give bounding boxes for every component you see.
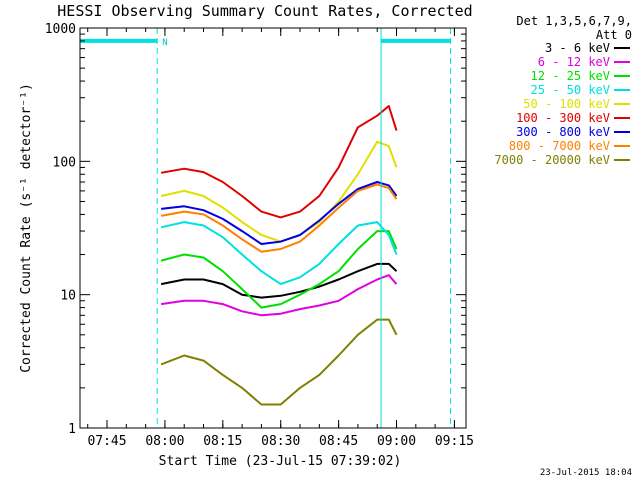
chart-title: HESSI Observing Summary Count Rates, Cor… [57, 2, 472, 20]
x-axis: 07:45 08:00 08:15 08:30 08:45 09:00 09:15 [87, 28, 474, 449]
series-line-6 [160, 105, 398, 219]
x-tick-label: 08:15 [203, 434, 242, 449]
y-tick-label: 1 [68, 422, 76, 437]
legend-label: 6 - 12 keV [538, 55, 610, 69]
series-layer [160, 105, 398, 406]
x-axis-label: Start Time (23-Jul-15 07:39:02) [159, 454, 402, 469]
legend-title-line-2: Att 0 [596, 28, 632, 42]
legend-label: 7000 - 20000 keV [494, 153, 610, 167]
series-line-8 [160, 183, 398, 253]
x-tick-label: 08:30 [261, 434, 300, 449]
series-line-3 [160, 230, 398, 309]
legend-label: 800 - 7000 keV [509, 139, 610, 153]
x-tick-label: 08:45 [319, 434, 358, 449]
footer-timestamp: 23-Jul-2015 18:04 [540, 468, 632, 478]
legend-label: 12 - 25 keV [531, 69, 610, 83]
x-tick-label: 08:00 [145, 434, 184, 449]
legend-title-line-1: Det 1,3,5,6,7,9, [516, 14, 632, 28]
series-line-9 [160, 318, 398, 406]
series-line-4 [160, 221, 398, 286]
x-tick-label: 09:15 [435, 434, 474, 449]
legend-label: 3 - 6 keV [545, 41, 610, 55]
legend-label: 25 - 50 keV [531, 83, 610, 97]
y-axis: 1 10 100 1000 [45, 22, 466, 437]
legend-label: 100 - 300 keV [516, 111, 610, 125]
y-tick-label: 10 [60, 289, 76, 304]
series-line-2 [160, 274, 398, 317]
plot-frame [79, 27, 467, 429]
y-axis-label: Corrected Count Rate (s⁻¹ detector⁻¹) [19, 83, 34, 373]
x-tick-label: 07:45 [87, 434, 126, 449]
series-line-1 [160, 262, 398, 299]
legend-label: 300 - 800 keV [516, 125, 610, 139]
y-tick-label: 100 [53, 155, 76, 170]
x-tick-label: 09:00 [377, 434, 416, 449]
y-tick-label: 1000 [45, 22, 76, 37]
series-line-7 [160, 181, 398, 245]
flag-bar-label: N [162, 38, 167, 48]
legend-label: 50 - 100 keV [523, 97, 610, 111]
